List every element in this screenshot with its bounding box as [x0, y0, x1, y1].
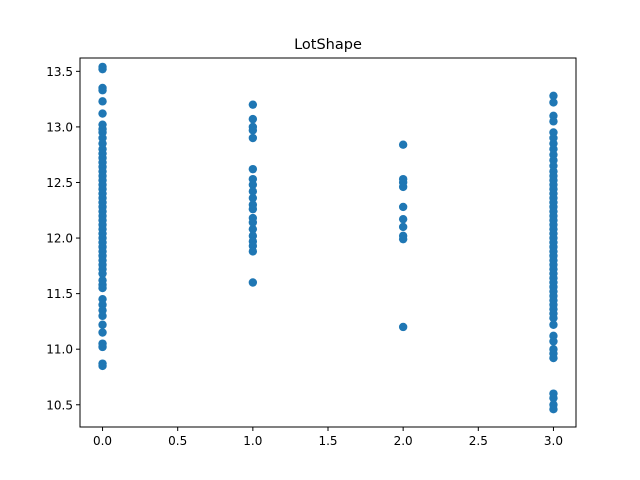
data-point — [248, 247, 258, 256]
data-point — [248, 100, 258, 109]
data-point — [398, 222, 408, 232]
data-point — [248, 126, 258, 135]
x-tick-label: 1.5 — [318, 434, 337, 448]
data-point — [549, 91, 558, 100]
data-point — [248, 224, 258, 234]
data-point — [549, 337, 558, 346]
x-tick-label: 0.0 — [93, 434, 112, 448]
y-axis: 10.5 11.0 11.5 12.0 12.5 13.0 13.5 — [46, 65, 80, 412]
data-point — [248, 278, 258, 287]
y-tick-label: 11.5 — [46, 287, 73, 301]
data-point — [248, 218, 258, 227]
data-points — [98, 62, 558, 414]
y-tick-label: 12.5 — [46, 176, 73, 190]
data-point — [248, 114, 258, 124]
data-point — [98, 86, 107, 95]
y-tick-label: 13.0 — [46, 120, 73, 134]
data-point — [98, 342, 107, 352]
x-tick-label: 2.5 — [469, 434, 488, 448]
data-point — [398, 202, 408, 212]
data-point — [248, 164, 258, 174]
x-tick-label: 3.0 — [544, 434, 563, 448]
data-point — [98, 361, 107, 371]
data-point — [98, 269, 107, 278]
data-point — [248, 193, 258, 203]
data-point — [98, 97, 107, 106]
data-point — [248, 180, 258, 189]
data-point — [398, 322, 408, 332]
data-point — [248, 133, 258, 143]
data-point — [549, 313, 558, 323]
data-point — [98, 64, 107, 74]
data-point — [398, 182, 408, 192]
data-point — [98, 320, 107, 329]
plot-frame — [79, 57, 577, 428]
data-point — [398, 140, 408, 149]
data-point — [549, 393, 558, 403]
chart-title: LotShape — [294, 37, 362, 53]
data-point — [98, 283, 107, 293]
x-axis: 0.0 0.5 1.0 1.5 2.0 2.5 3.0 — [93, 427, 563, 448]
x-tick-label: 0.5 — [168, 434, 187, 448]
y-tick-label: 12.0 — [46, 232, 73, 246]
data-point — [98, 311, 107, 321]
data-point — [549, 353, 558, 363]
data-point — [549, 320, 558, 329]
data-point — [98, 109, 107, 118]
data-point — [398, 234, 408, 244]
data-point — [549, 117, 558, 126]
x-tick-label: 1.0 — [243, 434, 262, 448]
data-point — [549, 405, 558, 414]
x-tick-label: 2.0 — [394, 434, 413, 448]
y-tick-label: 13.5 — [46, 65, 73, 79]
y-tick-label: 11.0 — [46, 343, 73, 357]
data-point — [248, 204, 258, 214]
data-point — [98, 328, 107, 337]
data-point — [549, 98, 558, 107]
data-point — [248, 187, 258, 196]
data-point — [398, 214, 408, 224]
y-tick-label: 10.5 — [46, 398, 73, 412]
